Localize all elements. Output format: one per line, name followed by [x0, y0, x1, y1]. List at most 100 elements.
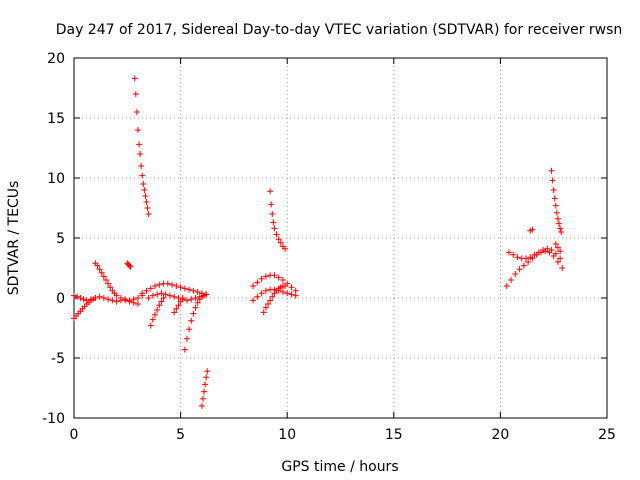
data-point — [288, 291, 295, 298]
data-point — [117, 295, 124, 301]
data-point — [552, 202, 559, 209]
data-point — [152, 311, 159, 318]
data-point — [192, 295, 199, 301]
data-point — [152, 283, 159, 289]
data-point — [109, 297, 116, 304]
data-point — [548, 167, 555, 174]
data-point — [514, 254, 521, 261]
data-point — [271, 225, 278, 232]
data-points — [71, 75, 566, 409]
data-point — [177, 298, 184, 305]
series-arc-k — [198, 368, 211, 409]
data-point — [149, 292, 156, 299]
data-point — [127, 263, 134, 270]
data-point — [100, 295, 107, 301]
data-point — [254, 293, 261, 300]
data-point — [551, 195, 558, 202]
data-point — [554, 215, 561, 222]
data-point — [147, 322, 154, 329]
data-point — [131, 75, 138, 82]
data-point — [169, 281, 176, 288]
data-point — [258, 290, 265, 297]
data-point — [147, 285, 154, 292]
data-point — [267, 188, 274, 195]
data-point — [71, 292, 77, 299]
data-point — [552, 241, 559, 247]
data-point — [102, 277, 109, 283]
data-point — [198, 403, 205, 409]
data-point — [516, 266, 523, 273]
data-point — [143, 199, 150, 205]
data-point — [288, 284, 295, 291]
data-point — [250, 283, 257, 289]
data-point — [273, 231, 280, 238]
data-point — [292, 292, 299, 299]
data-point — [98, 269, 105, 276]
data-point — [173, 283, 180, 289]
data-point — [505, 249, 512, 256]
data-point — [156, 281, 163, 288]
series-arc-r — [527, 226, 536, 234]
data-point — [94, 262, 101, 269]
data-point — [100, 273, 107, 280]
data-point — [512, 271, 519, 277]
data-point — [173, 305, 180, 312]
series-arc-d — [124, 260, 134, 270]
series-arc-b — [71, 292, 146, 305]
data-point — [74, 293, 81, 300]
data-point — [520, 262, 527, 269]
series-arc-f — [139, 280, 210, 298]
series-arc-i — [171, 295, 186, 316]
x-tick-label: 0 — [70, 427, 79, 443]
data-point — [282, 245, 289, 252]
data-point — [134, 295, 141, 301]
data-point — [260, 309, 267, 316]
data-point — [201, 388, 208, 395]
data-point — [88, 296, 95, 303]
data-point — [557, 225, 564, 232]
data-point — [190, 310, 197, 317]
data-point — [181, 346, 188, 353]
data-point — [277, 239, 284, 246]
series-arc-t — [552, 241, 564, 255]
data-point — [137, 151, 144, 157]
data-point — [134, 301, 141, 307]
data-point — [204, 368, 211, 375]
data-point — [270, 219, 277, 226]
data-point — [126, 298, 133, 305]
y-tick-label: -5 — [51, 351, 65, 367]
y-tick-label: 15 — [47, 111, 65, 127]
series-arc-h — [147, 295, 167, 329]
series-arc-q — [505, 245, 564, 262]
data-point — [250, 297, 257, 304]
data-point — [171, 309, 178, 316]
data-point — [192, 304, 199, 311]
data-point — [162, 291, 169, 298]
data-point — [183, 335, 190, 342]
data-point — [522, 255, 529, 262]
data-point — [203, 374, 210, 381]
data-point — [268, 201, 275, 208]
data-point — [550, 187, 557, 193]
series-arc-o — [267, 188, 289, 252]
series-arc-e — [131, 75, 152, 217]
data-point — [554, 259, 561, 265]
data-point — [136, 141, 143, 148]
x-tick-labels: 0 5 10 15 20 25 — [70, 427, 616, 443]
data-point — [188, 296, 195, 303]
data-point — [282, 283, 289, 289]
data-point — [113, 298, 120, 305]
data-point — [531, 251, 538, 258]
y-tick-labels: -10 -5 0 5 10 15 20 — [42, 51, 65, 427]
data-point — [134, 127, 141, 133]
data-point — [544, 245, 551, 252]
series-arc-j — [181, 291, 210, 353]
data-point — [164, 280, 171, 287]
series-arc-n — [260, 283, 289, 316]
series-arc-g — [145, 290, 208, 304]
data-point — [130, 299, 137, 306]
data-point — [510, 251, 517, 258]
data-point — [138, 163, 145, 169]
data-point — [188, 317, 195, 324]
